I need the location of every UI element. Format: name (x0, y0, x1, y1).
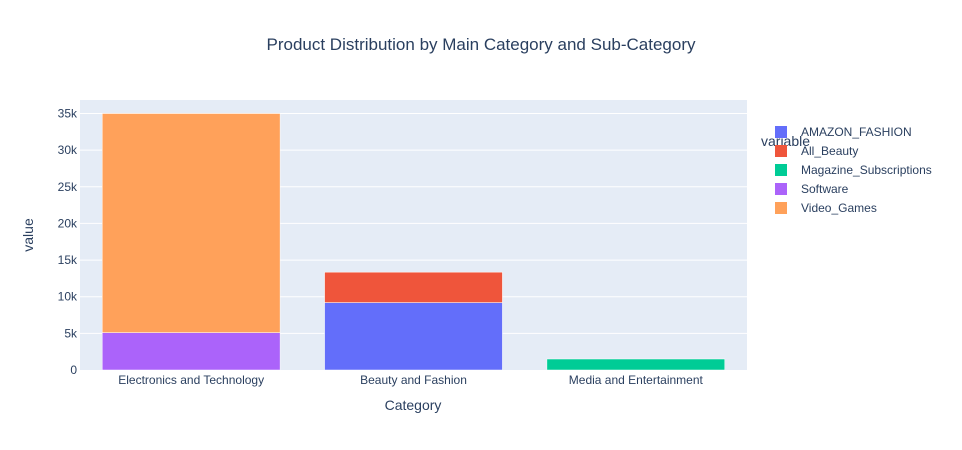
bar-magazine-subscriptions[interactable] (546, 358, 726, 371)
x-tick-labels: Electronics and Technology Beauty and Fas… (118, 373, 703, 387)
x-tick-label: Electronics and Technology (118, 373, 264, 387)
y-tick-label: 15k (58, 253, 78, 267)
legend-swatch (775, 164, 787, 176)
legend-swatch (775, 183, 787, 195)
y-tick-labels: 0 5k 10k 15k 20k 25k 30k 35k (58, 106, 78, 377)
x-axis-title: Category (385, 397, 442, 413)
bar-video-games[interactable] (101, 113, 281, 333)
legend[interactable]: variable AMAZON_FASHION All_Beauty Magazin… (761, 125, 932, 215)
y-tick-label: 30k (58, 143, 78, 157)
y-tick-label: 20k (58, 216, 78, 230)
legend-title: variable (761, 133, 810, 149)
chart-title: Product Distribution by Main Category an… (267, 35, 696, 54)
legend-item-label[interactable]: Magazine_Subscriptions (801, 163, 932, 177)
bars (101, 113, 726, 371)
legend-item-label[interactable]: Video_Games (801, 201, 877, 215)
bar-amazon-fashion[interactable] (324, 302, 503, 371)
x-tick-label: Beauty and Fashion (360, 373, 467, 387)
y-axis-title: value (20, 218, 36, 252)
y-tick-label: 25k (58, 180, 78, 194)
legend-swatch (775, 126, 787, 138)
y-tick-label: 0 (70, 363, 77, 377)
legend-item-label[interactable]: AMAZON_FASHION (801, 125, 912, 139)
y-tick-label: 35k (58, 106, 78, 120)
legend-item-label[interactable]: All_Beauty (801, 144, 858, 158)
bar-all-beauty[interactable] (324, 271, 503, 303)
y-tick-label: 10k (58, 290, 78, 304)
y-tick-label: 5k (64, 326, 78, 340)
legend-item-label[interactable]: Software (801, 182, 849, 196)
bar-software[interactable] (101, 332, 281, 371)
legend-swatch (775, 202, 787, 214)
legend-swatch (775, 145, 787, 157)
x-tick-label: Media and Entertainment (569, 373, 704, 387)
